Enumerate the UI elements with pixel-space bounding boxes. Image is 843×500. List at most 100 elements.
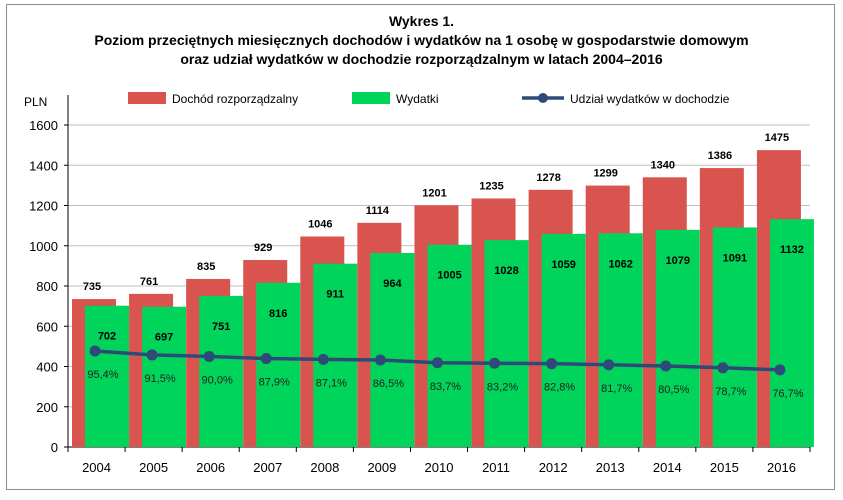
x-tick-label: 2015 <box>710 460 739 475</box>
chart-title: Wykres 1. <box>388 13 455 29</box>
income-value-label: 1114 <box>366 205 390 217</box>
share-value-label: 87,1% <box>316 377 347 389</box>
y-tick-label: 600 <box>36 319 58 334</box>
y-tick-label: 400 <box>36 360 58 375</box>
share-point <box>546 358 558 370</box>
y-tick-label: 1200 <box>29 199 58 214</box>
expense-value-label: 702 <box>98 331 116 343</box>
share-value-label: 91,5% <box>144 373 175 385</box>
y-tick-label: 1600 <box>29 118 58 133</box>
legend-share-marker <box>538 93 548 103</box>
x-tick-label: 2006 <box>196 460 225 475</box>
share-value-label: 80,5% <box>658 384 689 396</box>
income-value-label: 761 <box>140 276 158 288</box>
legend: Dochód rozporządzalny Wydatki Udział wydat… <box>128 92 730 106</box>
expense-value-label: 1028 <box>494 265 518 277</box>
x-tick-label: 2010 <box>425 460 454 475</box>
income-value-label: 929 <box>254 242 272 254</box>
income-value-label: 1299 <box>593 168 617 180</box>
bars <box>72 150 814 448</box>
share-value-label: 78,7% <box>715 386 746 398</box>
share-point <box>146 349 158 361</box>
expense-value-label: 911 <box>326 289 344 301</box>
expense-value-label: 697 <box>155 332 173 344</box>
legend-expense-label: Wydatki <box>396 92 439 106</box>
axes: 0 200 400 600 800 1000 1200 1400 1600 PLN 2004 2005… <box>24 95 811 475</box>
income-value-label: 1046 <box>308 218 332 230</box>
share-point <box>260 353 272 365</box>
legend-share-label: Udział wydatków w dochodzie <box>570 92 730 106</box>
expense-value-label: 964 <box>383 278 402 290</box>
x-tick-label: 2005 <box>139 460 168 475</box>
x-tick-label: 2011 <box>482 460 510 475</box>
income-value-label: 1475 <box>765 132 789 144</box>
share-point <box>660 360 672 372</box>
y-axis-unit-label: PLN <box>24 95 47 109</box>
x-tick-label: 2013 <box>596 460 625 475</box>
expense-bar <box>142 306 187 447</box>
income-value-label: 1278 <box>536 172 560 184</box>
x-tick-label: 2012 <box>539 460 568 475</box>
x-tick-label: 2008 <box>310 460 339 475</box>
chart-subtitle-line-1: Poziom przeciętnych miesięcznych dochodó… <box>94 32 749 48</box>
chart-frame <box>6 4 835 490</box>
income-value-label: 1235 <box>479 180 503 192</box>
income-value-label: 1386 <box>708 150 732 162</box>
expense-bar <box>370 252 415 447</box>
expense-bar <box>655 229 700 447</box>
share-point <box>374 354 386 366</box>
legend-income-swatch <box>128 92 166 104</box>
expense-bar <box>484 240 529 447</box>
x-tick-label: 2016 <box>767 460 796 475</box>
y-tick-label: 1000 <box>29 239 58 254</box>
expense-bar <box>427 244 472 447</box>
share-point <box>603 359 615 371</box>
expense-value-label: 751 <box>212 321 230 333</box>
income-value-label: 735 <box>83 281 101 293</box>
income-value-label: 835 <box>197 261 215 273</box>
expense-value-label: 1079 <box>666 255 690 267</box>
legend-income-label: Dochód rozporządzalny <box>172 92 298 106</box>
expense-value-label: 1005 <box>437 270 461 282</box>
chart-title-block: Wykres 1. Poziom przeciętnych miesięczny… <box>0 12 843 69</box>
share-point <box>89 345 101 357</box>
share-point <box>203 350 215 362</box>
x-tick-label: 2007 <box>253 460 282 475</box>
expense-bar <box>769 219 814 447</box>
expense-bar <box>256 282 301 447</box>
share-value-label: 81,7% <box>601 383 632 395</box>
chart-subtitle-line-2: oraz udział wydatków w dochodzie rozporz… <box>180 51 663 67</box>
expense-bar <box>598 233 643 447</box>
expense-bar <box>199 295 244 447</box>
expense-value-label: 1062 <box>608 258 632 270</box>
share-value-label: 90,0% <box>202 374 233 386</box>
share-point <box>317 353 329 365</box>
share-value-label: 82,8% <box>544 382 575 394</box>
x-tick-label: 2014 <box>653 460 682 475</box>
y-tick-label: 1400 <box>29 158 58 173</box>
expense-value-label: 1132 <box>780 244 804 256</box>
x-tick-label: 2004 <box>82 460 111 475</box>
expense-bar <box>712 227 757 447</box>
share-value-label: 76,7% <box>772 388 803 400</box>
data-labels: 735 702 761 697 835 751 929 816 1046 911 1114 964 12… <box>83 132 804 400</box>
share-point <box>774 364 786 376</box>
share-line <box>89 345 786 376</box>
share-point <box>489 357 501 369</box>
share-value-label: 86,5% <box>373 378 404 390</box>
legend-expense-swatch <box>352 92 390 104</box>
share-value-label: 83,2% <box>487 381 518 393</box>
income-value-label: 1340 <box>651 159 675 171</box>
y-tick-label: 0 <box>51 440 58 455</box>
expense-value-label: 816 <box>269 308 287 320</box>
share-value-label: 95,4% <box>87 369 118 381</box>
expense-bar <box>541 233 586 447</box>
expense-value-label: 1059 <box>551 259 575 271</box>
y-tick-label: 800 <box>36 279 58 294</box>
x-tick-label: 2009 <box>367 460 396 475</box>
share-value-label: 83,7% <box>430 381 461 393</box>
expense-bar <box>85 305 129 447</box>
expense-value-label: 1091 <box>723 252 747 264</box>
share-point <box>431 357 443 369</box>
